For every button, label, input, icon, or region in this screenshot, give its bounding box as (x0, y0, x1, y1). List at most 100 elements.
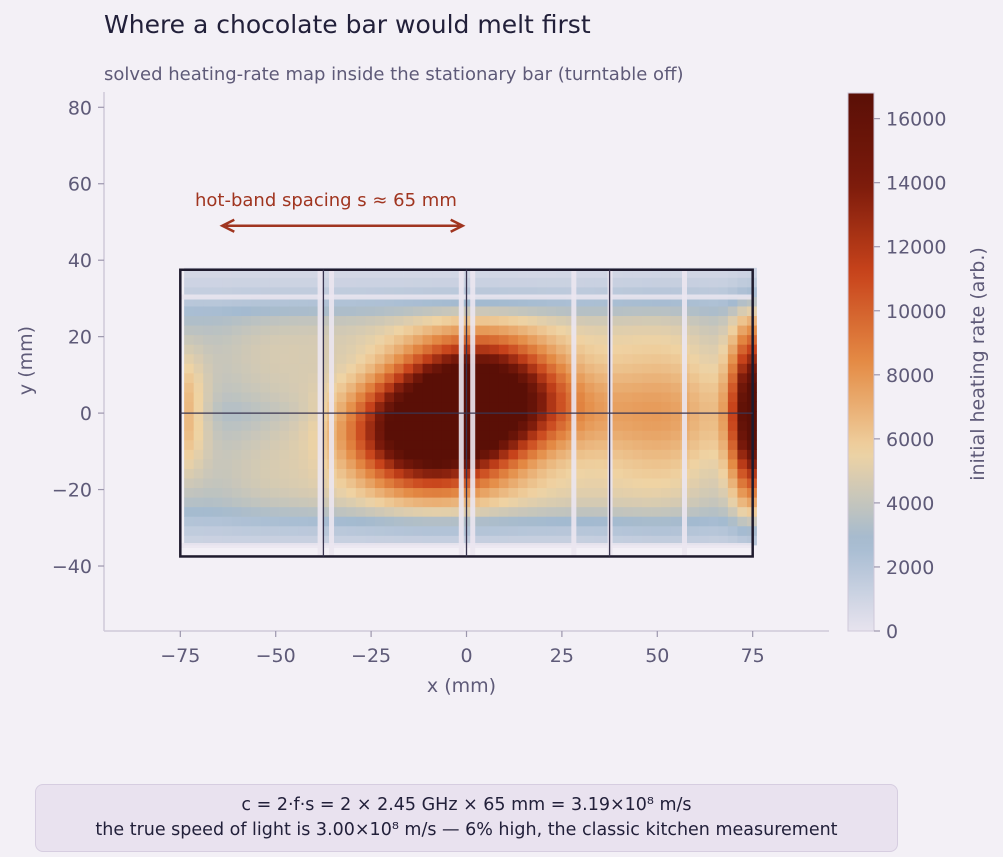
heatmap-cell (651, 420, 662, 431)
heatmap-cell (718, 439, 729, 450)
heatmap-cell (365, 458, 376, 469)
heatmap-cell (374, 277, 385, 288)
heatmap-cell (260, 525, 271, 536)
heatmap-cell (556, 525, 567, 536)
heatmap-cell (317, 344, 328, 355)
heatmap-cell (479, 296, 490, 307)
heatmap-cell (193, 296, 204, 307)
heatmap-cell (632, 401, 643, 412)
heatmap-cell (508, 497, 519, 508)
heatmap-cell (203, 334, 214, 345)
heatmap-cell (193, 392, 204, 403)
heatmap-cell (355, 334, 366, 345)
heatmap-cell (308, 286, 319, 297)
heatmap-cell (241, 315, 252, 326)
heatmap-cell (279, 382, 290, 393)
heatmap-cell (432, 420, 443, 431)
heatmap-cell (346, 286, 357, 297)
heatmap-cell (498, 296, 509, 307)
heatmap-cell (594, 325, 605, 336)
heatmap-cell (260, 535, 271, 546)
heatmap-cell (250, 325, 261, 336)
heatmap-cell (451, 487, 462, 498)
heatmap-cell (632, 439, 643, 450)
heatmap-cell (518, 535, 528, 546)
heatmap-cell (699, 363, 710, 374)
heatmap-cell (432, 468, 443, 479)
heatmap-cell (479, 506, 490, 517)
heatmap-cell (413, 315, 424, 326)
heatmap-cell (489, 497, 500, 508)
heatmap-cell (336, 286, 347, 297)
heatmap-cell (565, 420, 576, 431)
heatmap-cell (260, 325, 271, 336)
heatmap-cell (737, 286, 748, 297)
heatmap-cell (365, 487, 376, 498)
heatmap-cell (422, 306, 433, 317)
heatmap-cell (346, 487, 357, 498)
heatmap-cell (470, 382, 481, 393)
heatmap-cell (403, 344, 414, 355)
heatmap-cell (489, 392, 500, 403)
heatmap-cell (184, 487, 195, 498)
heatmap-cell (451, 392, 462, 403)
heatmap-cell (498, 478, 509, 489)
heatmap-cell (413, 382, 424, 393)
heatmap-cell (584, 411, 595, 422)
heatmap-cell (661, 296, 672, 307)
heatmap-cell (279, 430, 290, 441)
heatmap-cell (193, 420, 204, 431)
heatmap-cell (413, 487, 424, 498)
colorbar-tick-label: 14000 (886, 173, 946, 195)
heatmap-cell (565, 458, 576, 469)
heatmap-cell (527, 267, 538, 278)
heatmap-cell (727, 516, 738, 527)
heatmap-cell (365, 401, 376, 412)
heatmap-cell (250, 449, 261, 460)
heatmap-cell (250, 306, 261, 317)
heatmap-cell (365, 392, 376, 403)
heatmap-cell (718, 497, 729, 508)
heatmap-cell (527, 372, 538, 383)
heatmap-cell (346, 306, 357, 317)
heatmap-cell (269, 392, 280, 403)
heatmap-cell (241, 306, 252, 317)
heatmap-cell (689, 325, 700, 336)
heatmap-cell (184, 344, 195, 355)
heatmap-cell (298, 363, 309, 374)
heatmap-cell (193, 411, 204, 422)
heatmap-cell (336, 487, 347, 498)
heatmap-cell (422, 372, 433, 383)
heatmap-cell (527, 411, 538, 422)
heatmap-cell (308, 449, 319, 460)
heatmap-cell (384, 334, 395, 345)
heatmap-cell (336, 353, 347, 364)
heatmap-cell (184, 267, 195, 278)
heatmap-cell (632, 277, 643, 288)
heatmap-cell (451, 506, 462, 517)
heatmap-cell (346, 506, 357, 517)
heatmap-cell (708, 363, 719, 374)
heatmap-cell (346, 430, 357, 441)
heatmap-cell (708, 306, 719, 317)
heatmap-cell (661, 497, 672, 508)
heatmap-cell (336, 439, 347, 450)
heatmap-cell (642, 401, 652, 412)
heatmap-cell (413, 411, 424, 422)
heatmap-cell (212, 306, 223, 317)
heatmap-cell (508, 449, 519, 460)
heatmap-cell (708, 525, 719, 536)
heatmap-cell (527, 277, 538, 288)
heatmap-cell (336, 334, 347, 345)
heatmap-cell (241, 372, 252, 383)
heatmap-cell (231, 401, 242, 412)
heatmap-cell (470, 430, 481, 441)
heatmap-cell (336, 420, 347, 431)
heatmap-cell (451, 353, 462, 364)
heatmap-cell (269, 363, 280, 374)
heatmap-cell (622, 363, 633, 374)
heatmap-cell (413, 296, 424, 307)
heatmap-cell (260, 497, 271, 508)
heatmap-cell (260, 430, 271, 441)
heatmap-cell (222, 306, 233, 317)
